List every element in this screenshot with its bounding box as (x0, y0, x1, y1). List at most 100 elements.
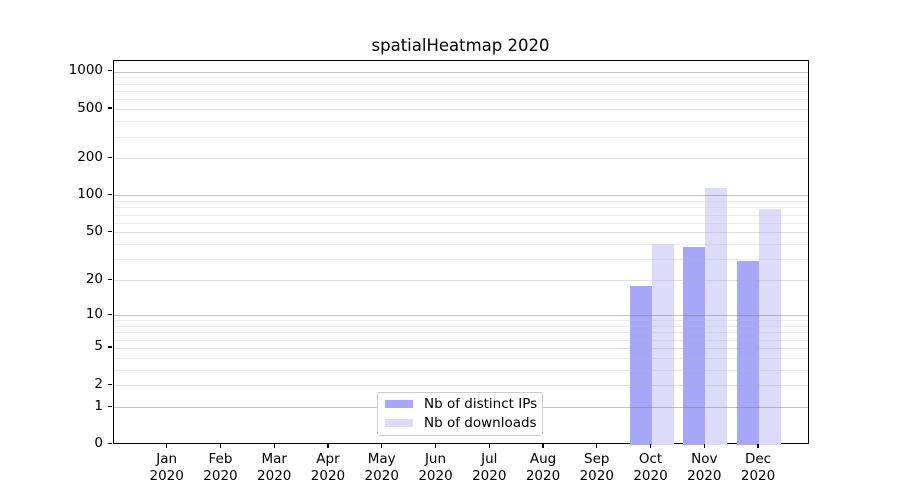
gridline-tick (113, 347, 808, 349)
x-tick-mark (649, 443, 652, 449)
x-tick-year: 2020 (472, 467, 507, 484)
chart-title: spatialHeatmap 2020 (371, 36, 550, 55)
x-tick-month: Jan (156, 451, 178, 467)
x-tick-mark (757, 443, 759, 449)
x-tick-year: 2020 (740, 467, 776, 484)
x-tick-label: Sep 2020 (565, 451, 629, 484)
bar-downloads (705, 188, 728, 445)
y-tick-mark (107, 70, 112, 72)
gridline-tick (113, 158, 808, 160)
gridline-minor (113, 357, 808, 359)
x-tick-month: Sep (584, 451, 610, 467)
x-tick-month: Nov (691, 451, 718, 467)
x-tick-label: May 2020 (350, 451, 414, 484)
gridline-minor (113, 90, 808, 92)
x-tick-month: Mar (261, 451, 287, 467)
y-tick-label: 100 (77, 185, 103, 202)
x-tick-year: 2020 (579, 467, 614, 484)
y-tick-label: 1000 (68, 62, 103, 79)
x-tick-mark (434, 443, 437, 449)
x-tick-year: 2020 (364, 467, 399, 484)
x-tick-month: Jun (424, 451, 447, 467)
y-tick-label: 200 (77, 148, 103, 165)
y-tick-label: 10 (85, 305, 103, 322)
x-tick-label: Oct 2020 (619, 451, 683, 484)
gridline-tick (113, 280, 808, 282)
x-tick-year: 2020 (525, 467, 561, 484)
gridline-minor (113, 136, 808, 138)
y-tick-mark (107, 383, 112, 385)
y-tick-label: 500 (77, 99, 103, 116)
gridline-minor (113, 259, 808, 261)
gridline-decade (113, 195, 808, 197)
legend-swatch-downloads (385, 418, 413, 428)
x-tick-label: Jun 2020 (404, 451, 468, 484)
y-tick-label: 2 (94, 375, 103, 392)
gridline-minor (113, 201, 808, 203)
x-tick-year: 2020 (633, 467, 668, 484)
gridline-decade (113, 315, 808, 317)
x-tick-mark (166, 443, 168, 449)
gridline-minor (113, 121, 808, 123)
gridline-minor (113, 244, 808, 246)
y-tick-mark (107, 107, 112, 109)
x-tick-label: Mar 2020 (242, 451, 306, 484)
gridline-minor (113, 332, 808, 334)
x-tick-year: 2020 (418, 467, 453, 484)
gridline-minor (113, 369, 808, 371)
y-tick-mark (107, 193, 112, 196)
gridline-minor (113, 339, 808, 341)
y-tick-label: 0 (94, 435, 103, 452)
x-tick-mark (273, 443, 275, 449)
gridline-minor (113, 222, 808, 224)
y-tick-mark (107, 405, 112, 407)
plot-area (112, 60, 809, 445)
x-tick-label: Feb 2020 (188, 451, 252, 484)
legend-row-downloads: Nb of downloads (385, 414, 542, 431)
x-tick-mark (703, 443, 705, 449)
x-tick-year: 2020 (203, 467, 238, 484)
gridline-tick (113, 109, 808, 110)
bar-distinct-ips (737, 261, 760, 445)
x-tick-month: May (367, 451, 396, 467)
x-tick-mark (596, 443, 598, 449)
x-tick-year: 2020 (257, 467, 292, 484)
x-tick-month: Jul (481, 451, 498, 467)
legend-label-downloads: Nb of downloads (424, 414, 537, 431)
gridline-tick (113, 232, 808, 234)
x-tick-month: Oct (638, 451, 663, 467)
legend-swatch-distinct-ips (385, 399, 413, 409)
y-tick-mark (107, 346, 112, 348)
y-tick-mark (107, 278, 112, 280)
x-tick-label: Jul 2020 (457, 451, 521, 484)
x-tick-month: Apr (316, 451, 340, 467)
bar-distinct-ips (629, 285, 652, 445)
y-tick-label: 1 (94, 397, 103, 414)
y-tick-label: 5 (94, 338, 103, 355)
y-tick-mark (107, 230, 112, 232)
gridline-minor (113, 326, 808, 328)
gridline-minor (113, 207, 808, 209)
gridline-minor (113, 99, 808, 101)
y-tick-label: 20 (85, 270, 103, 287)
bar-downloads (759, 208, 782, 445)
x-tick-label: Jan 2020 (135, 451, 199, 484)
bar-distinct-ips (683, 246, 706, 445)
y-tick-mark (107, 313, 112, 315)
legend-row-distinct-ips: Nb of distinct IPs (385, 395, 542, 412)
legend-label-distinct-ips: Nb of distinct IPs (424, 395, 538, 412)
gridline-minor (113, 214, 808, 216)
x-tick-mark (542, 443, 544, 449)
gridline-minor (113, 320, 808, 322)
bar-downloads (651, 244, 674, 445)
gridline-tick (113, 385, 808, 387)
x-tick-mark (327, 443, 329, 449)
x-tick-year: 2020 (310, 467, 346, 484)
x-tick-year: 2020 (149, 467, 184, 484)
x-tick-label: Nov 2020 (672, 451, 736, 484)
y-tick-mark (107, 443, 112, 445)
x-tick-month: Feb (208, 451, 233, 467)
x-tick-mark (488, 443, 490, 449)
x-tick-year: 2020 (687, 467, 722, 484)
